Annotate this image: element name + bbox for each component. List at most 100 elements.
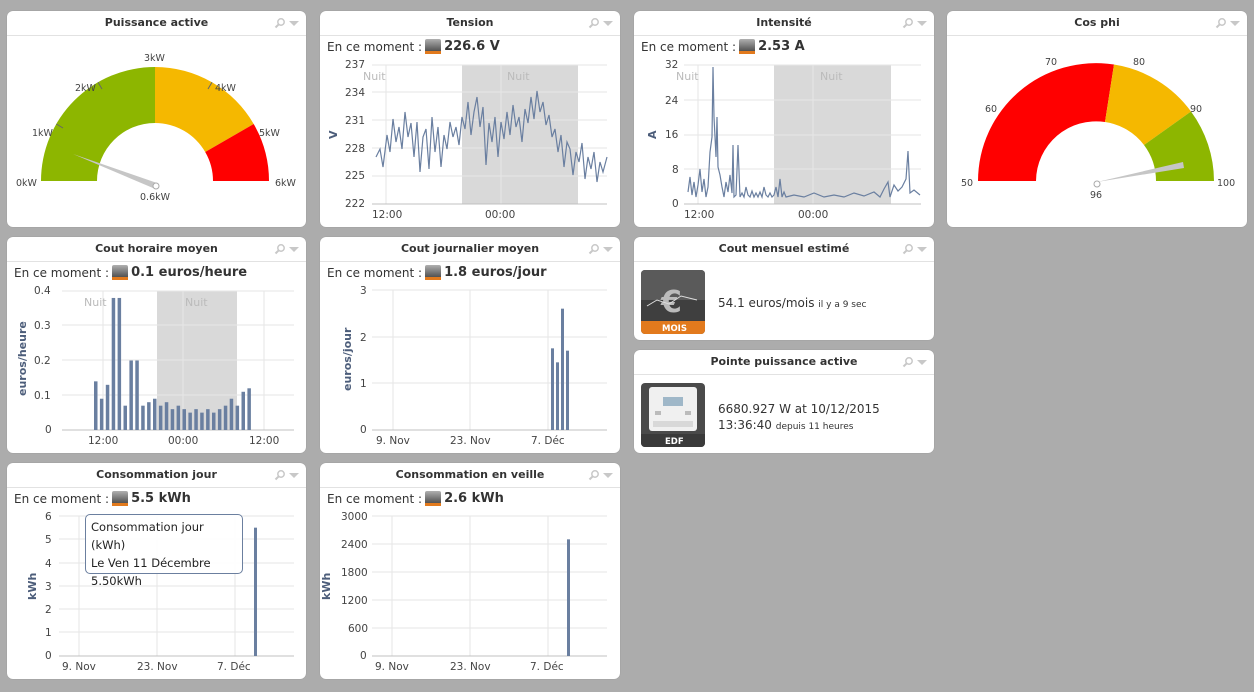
widget-conso-veille: Consommation en veille En ce moment : 2.… [320,463,620,679]
current-value: En ce moment : 2.53 A [641,39,805,54]
widget-puissance-active: Puissance active 0kW 1kW 2kW 3kW 4kW 5kW… [7,11,306,227]
bar[interactable] [99,398,104,430]
night-label: Nuit [363,70,386,83]
bar[interactable] [567,539,570,656]
widget-title: Intensité [756,16,812,29]
gauge-band-red [205,124,269,181]
widget-cout-mensuel: Cout mensuel estimé € MOIS 54.1 euros/mo… [634,237,934,340]
zoom-icon[interactable] [588,17,600,29]
zoom-icon[interactable] [588,469,600,481]
dropdown-icon[interactable] [288,469,300,481]
zoom-icon[interactable] [1215,17,1227,29]
x-tick: 9. Nov [376,435,410,447]
bar[interactable] [551,348,554,430]
bar[interactable] [117,297,122,430]
y-tick: 0 [360,424,367,436]
y-tick: 234 [345,87,365,99]
zoom-icon[interactable] [274,243,286,255]
zoom-icon[interactable] [902,243,914,255]
y-tick: 0.3 [34,320,51,332]
bar[interactable] [212,412,216,430]
bar[interactable] [141,405,145,430]
bar[interactable] [200,412,204,430]
current-label: En ce moment : [327,491,423,506]
gauge-label: 1kW [32,128,54,139]
bar[interactable] [135,360,139,431]
bar[interactable] [206,409,210,430]
y-axis-label: euros/heure [16,321,29,396]
bar[interactable] [223,405,228,430]
info-text: 6680.927 W at 10/12/2015 13:36:40 depuis… [718,401,880,435]
current-value: En ce moment : 0.1 euros/heure [14,265,247,280]
bar[interactable] [129,360,133,431]
dropdown-icon[interactable] [602,17,614,29]
gauge-band-red [978,63,1114,181]
y-tick: 3 [360,285,367,297]
bar[interactable] [229,398,234,430]
zoom-icon[interactable] [902,17,914,29]
bar[interactable] [566,350,569,430]
bar[interactable] [188,412,192,430]
chart-cout-journalier: 3 2 1 0 euros/jour 9. Nov 23. Nov 7. Déc [341,285,607,447]
gauge-band-green [41,67,155,181]
gauge-label: 50 [961,178,973,189]
y-tick: 0.1 [34,390,51,402]
zoom-icon[interactable] [274,469,286,481]
bar[interactable] [235,405,240,430]
meter-icon [425,491,442,506]
y-tick: 2 [360,332,367,344]
widget-title: Cout mensuel estimé [718,242,850,255]
current-value-text: 2.6 kWh [444,491,504,506]
bar[interactable] [217,409,222,430]
bar[interactable] [182,409,187,430]
current-value-text: 1.8 euros/jour [444,265,547,280]
zoom-icon[interactable] [274,17,286,29]
zoom-icon[interactable] [588,243,600,255]
y-tick: 600 [348,623,368,635]
bar[interactable] [123,405,128,430]
bar[interactable] [556,362,559,430]
bar[interactable] [241,391,246,430]
dropdown-icon[interactable] [288,243,300,255]
widget-cout-horaire: Cout horaire moyen En ce moment : 0.1 eu… [7,237,306,453]
y-tick: 32 [665,59,678,71]
meter-icon [739,39,756,54]
widget-header: Puissance active [7,11,306,36]
bar[interactable] [111,297,116,430]
bar[interactable] [153,398,157,430]
zoom-icon[interactable] [902,356,914,368]
dropdown-icon[interactable] [916,17,928,29]
y-tick: 0 [45,424,52,436]
bar[interactable] [105,384,110,430]
widget-title: Consommation en veille [395,468,545,481]
y-tick: 8 [672,164,679,176]
y-tick: 237 [345,59,365,71]
dropdown-icon[interactable] [916,356,928,368]
widget-header: Intensité [634,11,934,36]
current-value-text: 5.5 kWh [131,491,191,506]
night-label: Nuit [820,70,843,83]
x-tick: 7. Déc [530,661,564,673]
bar[interactable] [176,405,181,430]
dropdown-icon[interactable] [602,243,614,255]
dropdown-icon[interactable] [1229,17,1241,29]
dropdown-icon[interactable] [602,469,614,481]
bar[interactable] [170,409,175,430]
bar[interactable] [247,388,251,430]
dropdown-icon[interactable] [288,17,300,29]
bar[interactable] [158,405,163,430]
bar[interactable] [561,308,564,430]
widget-header: Cout horaire moyen [7,237,306,262]
bar[interactable] [194,409,198,430]
dropdown-icon[interactable] [916,243,928,255]
bar[interactable] [164,402,169,430]
y-tick: 222 [345,198,365,210]
widget-tension: Tension En ce moment : 226.6 V Nuit Nuit… [320,11,620,227]
gauge-value: 96 [1090,190,1102,201]
y-tick: 0.4 [34,285,51,297]
bar[interactable] [94,381,98,430]
widget-intensite: Intensité En ce moment : 2.53 A Nuit Nui… [634,11,934,227]
bar[interactable] [254,527,257,656]
bar[interactable] [147,402,151,430]
widget-pointe: Pointe puissance active EDF 6680.927 W a… [634,350,934,453]
